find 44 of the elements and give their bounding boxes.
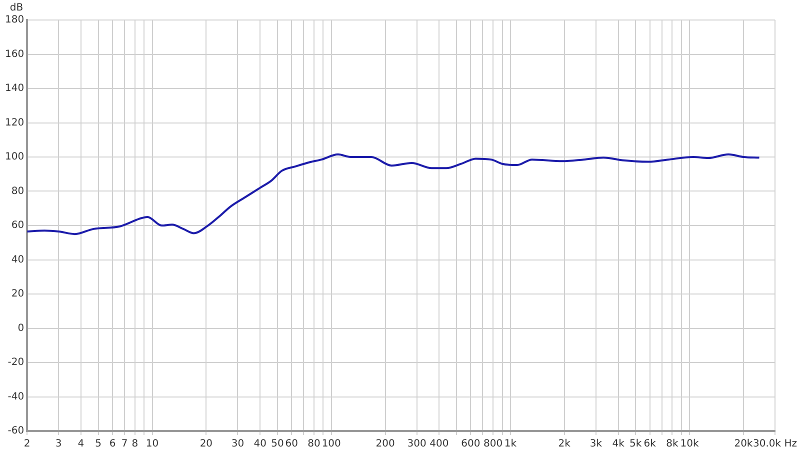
x-tick-label: 300 [407,438,426,450]
y-tick-label: 20 [11,288,24,300]
x-tick-label: 80 [308,438,320,450]
x-tick-label: 60 [285,438,298,450]
y-tick-label: 40 [11,254,24,266]
x-tick-label: 3 [55,438,62,450]
y-tick-label: 140 [4,83,24,94]
x-tick-label: 600 [461,438,480,450]
x-tick-label: 200 [376,438,395,450]
x-tick-label: 30 [231,438,244,450]
x-tick-label: 7 [121,438,128,450]
x-tick-label: 4 [78,438,84,450]
x-tick-label: 5k [630,438,642,450]
y-tick-label: 0 [18,322,24,334]
x-tick-label: 400 [430,438,449,450]
y-tick-label: 60 [11,220,24,232]
x-tick-label: 20 [200,438,213,450]
x-tick-label: 2 [24,438,30,450]
y-tick-label: 180 [4,14,24,26]
x-tick-label: 20k [734,438,753,450]
y-axis-title: dB [10,2,24,14]
y-tick-label: 160 [4,48,24,60]
x-tick-label: 40 [254,438,266,450]
x-tick-label: 1k [504,438,517,450]
x-tick-label: 10k [680,438,700,450]
x-tick-label: 2k [558,438,571,450]
x-tick-label: 8 [132,438,138,450]
x-tick-label: 30.0k Hz [752,438,798,450]
x-tick-label: 100 [322,438,341,450]
y-tick-label: -40 [8,391,24,402]
x-tick-label: 4k [612,438,625,450]
x-tick-label: 6 [109,438,116,450]
x-tick-label: 800 [484,438,503,450]
x-tick-label: 3k [590,438,602,450]
y-tick-label: 100 [4,152,24,163]
x-tick-label: 8k [666,438,678,450]
y-tick-label: 80 [11,186,24,197]
y-tick-label: 120 [4,117,24,128]
x-tick-label: 5 [95,438,102,450]
x-tick-label: 10 [146,438,159,450]
x-tick-label: 50 [271,438,284,450]
x-tick-label: 6k [644,438,656,450]
y-tick-label: -60 [8,426,24,437]
y-tick-label: -20 [8,357,24,368]
